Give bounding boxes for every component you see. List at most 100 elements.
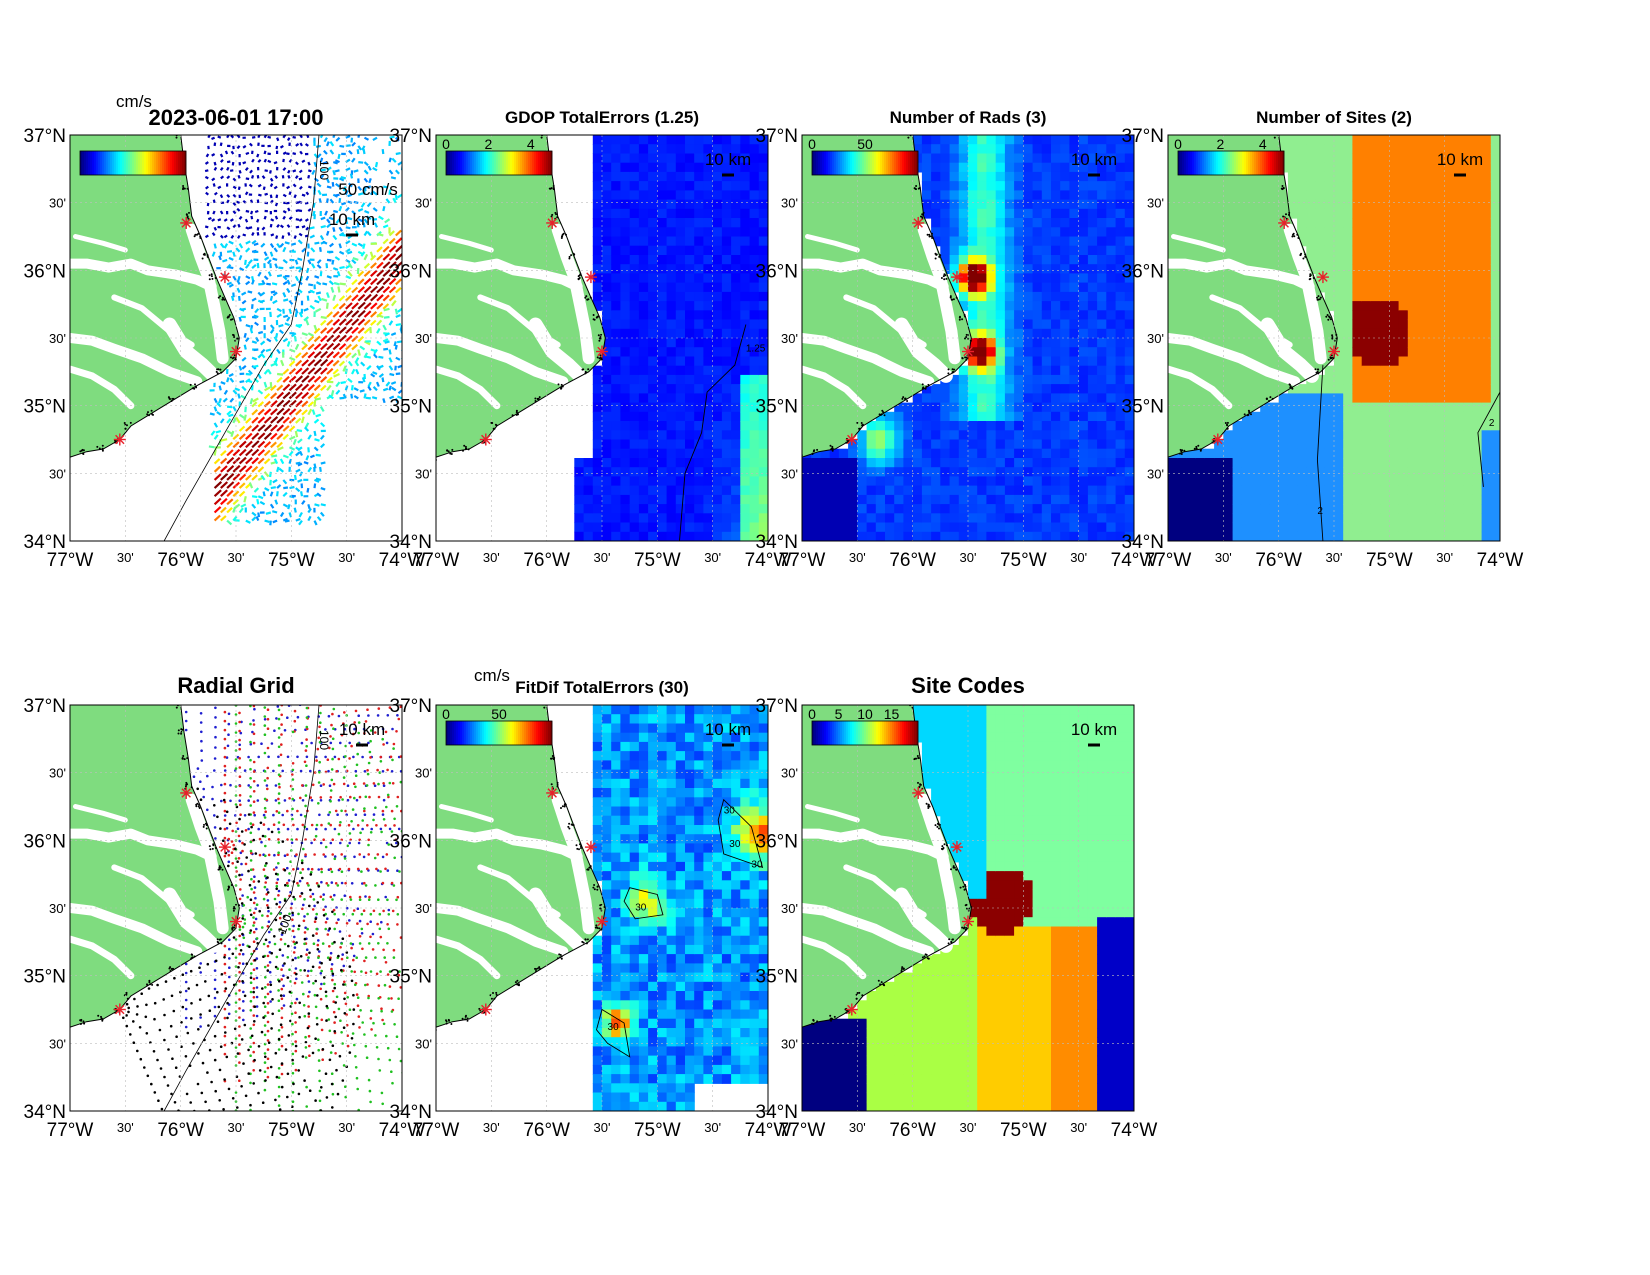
site-star-icon [113, 1003, 126, 1016]
lon-tick-label: 77°W [413, 1120, 460, 1141]
contour-label: 30 [608, 1022, 620, 1033]
sound-water [802, 365, 867, 410]
lat-tick-label: 35°N [756, 967, 798, 988]
lat-tick-label: 36°N [390, 261, 432, 282]
jet-colorbar-icon [811, 150, 919, 176]
sound-water [162, 317, 221, 383]
lon-tick-label: 76°W [523, 1120, 570, 1141]
lat-tick-label: 30' [415, 466, 432, 481]
colorbar-tick: 4 [527, 136, 535, 152]
lat-tick-label: 37°N [756, 126, 798, 147]
lat-tick-label: 37°N [756, 696, 798, 717]
axes-frame [69, 134, 403, 542]
lat-tick-label: 35°N [24, 967, 66, 988]
sound-water [185, 793, 229, 935]
lat-tick-label: 30' [49, 196, 66, 211]
contour-line [679, 324, 747, 542]
scale-label: 10 km [1071, 150, 1117, 169]
site-star-icon [218, 271, 231, 284]
colorbar-tick: 5 [835, 706, 843, 722]
lat-tick-label: 30' [781, 466, 798, 481]
scale-label: 10 km [1071, 720, 1117, 739]
sound-water [73, 234, 128, 253]
lon-tick-label: 30' [849, 1120, 866, 1135]
site-star-icon [1211, 433, 1224, 446]
colorbar-tick: 50 [491, 706, 507, 722]
contour-line [623, 887, 664, 920]
site-star-icon [845, 1003, 858, 1016]
sound-water [436, 903, 569, 957]
lat-tick-label: 36°N [756, 831, 798, 852]
lon-tick-label: 30' [338, 1120, 355, 1135]
scale-label: 10 km [1437, 150, 1483, 169]
map-area [70, 705, 402, 1111]
sound-water [802, 828, 949, 862]
sound-water [1168, 365, 1233, 410]
panel-4: 37°N 30' 36°N 30' 35°N 30' 34°N77°W 30' 76°W 30' 7… [1122, 108, 1524, 571]
sound-water [528, 887, 587, 953]
lon-tick-label: 77°W [1145, 550, 1192, 571]
lon-tick-label: 75°W [1000, 550, 1047, 571]
lat-tick-label: 35°N [24, 397, 66, 418]
panel-6: 37°N 30' 36°N 30' 35°N 30' 34°N77°W 30' 76°W 30' 7… [390, 666, 792, 1141]
sound-water [1260, 317, 1319, 383]
colorbar-unit: cm/s [474, 666, 510, 685]
sound-water [802, 333, 935, 387]
site-star-icon [950, 271, 963, 284]
sound-water [70, 828, 217, 862]
coastline-dots [79, 705, 241, 1025]
lat-tick-label: 30' [781, 331, 798, 346]
lat-tick-label: 37°N [24, 696, 66, 717]
lat-tick-label: 30' [781, 901, 798, 916]
lat-tick-label: 30' [415, 1036, 432, 1051]
site-star-icon [912, 216, 925, 229]
radial-grid [122, 705, 402, 1111]
site-star-icon [950, 841, 963, 854]
sound-water [436, 935, 501, 980]
lon-tick-label: 75°W [268, 1120, 315, 1141]
lon-tick-label: 30' [594, 1120, 611, 1135]
sound-water [917, 793, 961, 935]
lon-tick-label: 30' [228, 550, 245, 565]
site-star-icon [584, 841, 597, 854]
lon-tick-label: 74°W [745, 1120, 792, 1141]
contour-label: 30 [635, 903, 647, 914]
lon-tick-label: 30' [117, 550, 134, 565]
sound-water [551, 793, 595, 935]
map-area [436, 135, 768, 541]
lon-tick-label: 30' [1436, 550, 1453, 565]
colorbar-tick: 2 [1217, 136, 1225, 152]
site-star-icon [912, 786, 925, 799]
sound-water [1168, 333, 1301, 387]
lon-tick-label: 76°W [157, 1120, 204, 1141]
jet-colorbar-icon [445, 720, 553, 746]
site-star-icon [180, 216, 193, 229]
panel-1: 37°N 30' 36°N 30' 35°N 30' 34°N77°W 30' 76°W 30' 7… [24, 92, 426, 571]
lon-tick-label: 74°W [379, 550, 426, 571]
data-field [592, 705, 768, 1111]
contour-label: 1.25 [746, 344, 766, 355]
lon-tick-label: 30' [483, 1120, 500, 1135]
lon-tick-label: 30' [1070, 550, 1087, 565]
lon-tick-label: 30' [338, 550, 355, 565]
contour-line [1477, 391, 1501, 487]
site-star-icon [479, 1003, 492, 1016]
lat-tick-label: 36°N [756, 261, 798, 282]
axes-frame [435, 704, 769, 1112]
contour-line [596, 1008, 631, 1058]
sound-water [162, 887, 221, 953]
lon-tick-label: 77°W [47, 1120, 94, 1141]
map-area [1168, 135, 1500, 541]
scale-label: 10 km [339, 720, 385, 739]
graticule [70, 135, 402, 541]
lat-tick-label: 37°N [1122, 126, 1164, 147]
site-star-icon [113, 433, 126, 446]
site-star-icon [479, 433, 492, 446]
sound-water [439, 804, 494, 823]
lat-tick-label: 30' [1147, 466, 1164, 481]
axes-frame [801, 134, 1135, 542]
sound-water [439, 234, 494, 253]
site-star-icon [962, 345, 974, 358]
site-star-icon [845, 433, 858, 446]
sound-water [551, 223, 595, 365]
